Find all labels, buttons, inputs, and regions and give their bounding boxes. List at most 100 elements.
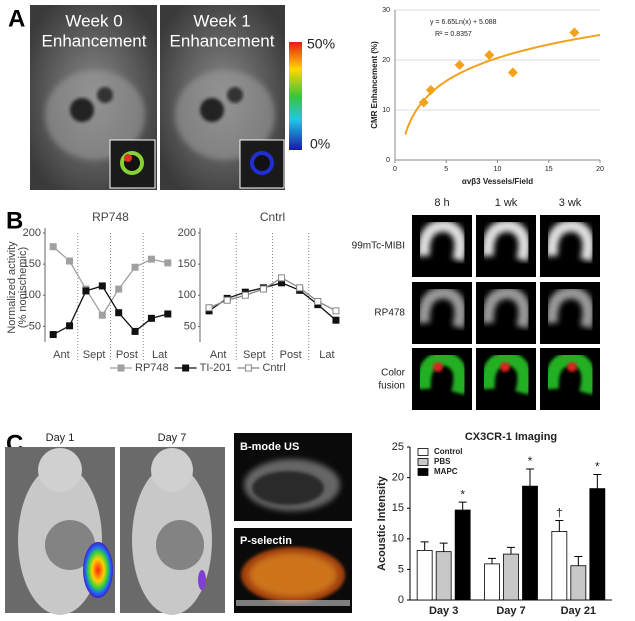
y-tick-label: 20 [392,472,404,484]
point [332,316,340,324]
y-tick-label: 100 [178,289,196,301]
legend-swatch [417,468,429,476]
point [66,322,74,330]
row-label: RP478 [374,308,405,319]
legend-label: MAPC [434,467,458,476]
scan-image [540,215,600,277]
point [164,310,172,318]
scan-image [476,282,536,344]
y-tick-label: 200 [178,227,196,239]
image-label: Day 7 [158,432,187,444]
scan-spot [433,362,443,372]
image-label: Week 1 [193,11,250,30]
y-tick-label: 5 [398,563,404,575]
scan-blob [417,286,467,329]
point [278,274,286,282]
point [569,27,580,38]
fit-equation: y = 6.65Ln(x) + 5.088 [430,19,497,26]
x-tick-label: Day 3 [429,605,458,617]
legend-swatch [417,448,429,456]
significance-marker: * [528,454,533,468]
significance-marker: † [556,506,563,520]
bar [589,488,606,601]
ultrasound-image [234,528,352,613]
scan-spot [567,362,577,372]
point [418,97,429,108]
column-label: 3 wk [559,197,582,209]
image-label: Enhancement [42,31,147,50]
y-tick-label: 20 [382,57,390,64]
row-label: fusion [378,381,405,392]
error-bar [555,519,564,532]
point [147,314,155,322]
scan-blob [417,219,467,262]
error-bar [526,468,534,487]
colorbar [289,42,302,150]
image-label: Day 1 [46,432,75,444]
y-tick-label: 25 [392,441,404,453]
legend-marker [244,364,252,372]
ultrasound-image [234,433,352,521]
legend-label: RP748 [135,362,169,374]
group-label: Ant [53,349,70,361]
bar [570,565,587,601]
point [98,311,106,319]
point [314,298,322,306]
scan-image [412,348,472,410]
group-label: Ant [210,349,227,361]
bar [416,550,433,601]
point [259,285,267,293]
legend-marker [117,364,125,372]
error-bar [593,474,602,489]
bar [454,509,471,601]
y-tick-label: 200 [23,227,41,239]
y-tick-label: 50 [29,320,41,332]
scan-image [540,348,600,410]
error-bar [458,501,467,511]
row-label: Color [381,368,406,379]
scan-blob [481,286,531,329]
chart-title: RP748 [92,210,129,224]
colorbar-label: 50% [307,36,335,52]
scan-image [412,215,472,277]
mri-image [160,5,285,190]
bar [503,553,519,601]
scan-image [412,282,472,344]
scan-spot [500,362,510,372]
x-tick-label: Day 21 [561,605,596,617]
colorbar-label: 0% [310,136,330,152]
group-label: Sept [83,349,106,361]
y-tick-label: 15 [392,502,404,514]
point [223,296,231,304]
chart-title: Cntrl [260,210,285,224]
bar [522,485,538,601]
point [296,284,304,292]
mouse-image [5,447,115,615]
scan-blob [481,219,531,262]
point [98,282,106,290]
column-label: 1 wk [495,197,518,209]
point [115,309,123,317]
point [49,243,57,251]
x-tick-label: 10 [494,166,502,173]
y-axis-label: Acoustic Intensity [376,475,388,571]
point [147,255,155,263]
scan-image [476,348,536,410]
point [241,291,249,299]
fit-r2: R² = 0.8357 [435,31,472,38]
error-bar [439,542,448,552]
point [484,50,495,60]
point [425,85,436,95]
group-label: Sept [243,349,266,361]
y-tick-label: 50 [184,320,196,332]
group-label: Post [116,349,138,361]
x-tick-label: 20 [596,166,604,173]
x-tick-label: Day 7 [496,605,525,617]
point [131,263,139,271]
y-tick-label: 10 [392,533,404,545]
y-tick-label: 0 [386,157,390,164]
y-tick-label: 150 [178,258,196,270]
error-bar [507,546,515,555]
panel-label: A [8,5,25,32]
